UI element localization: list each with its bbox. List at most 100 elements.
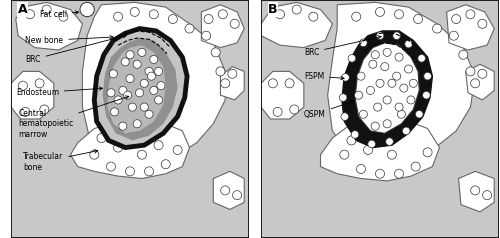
Circle shape [388,150,396,159]
Circle shape [97,134,106,143]
Circle shape [348,55,356,62]
Circle shape [161,160,170,169]
Circle shape [450,31,458,40]
Circle shape [398,110,406,118]
Circle shape [357,72,365,80]
Circle shape [121,58,130,66]
Polygon shape [11,71,54,119]
Circle shape [21,107,30,116]
Circle shape [119,122,127,130]
Polygon shape [466,64,494,100]
Polygon shape [102,38,178,140]
Circle shape [185,24,194,33]
Circle shape [459,50,468,59]
Circle shape [114,12,122,21]
Circle shape [470,186,480,195]
Circle shape [432,24,442,33]
Circle shape [418,55,426,62]
Circle shape [140,103,148,111]
Circle shape [150,55,158,64]
Circle shape [369,60,377,68]
Circle shape [482,191,492,200]
Circle shape [106,162,116,171]
Circle shape [376,7,384,16]
Circle shape [410,79,418,87]
Circle shape [395,53,403,61]
Polygon shape [202,5,244,48]
Circle shape [360,39,367,47]
Circle shape [466,67,475,76]
Circle shape [150,10,158,19]
Circle shape [368,140,376,148]
Circle shape [133,60,141,68]
Circle shape [230,19,239,28]
Circle shape [470,79,480,88]
Circle shape [407,96,415,104]
Circle shape [202,31,210,40]
Circle shape [388,79,396,87]
Circle shape [386,138,394,145]
Circle shape [356,164,366,174]
Circle shape [402,127,410,135]
Circle shape [138,48,146,56]
Circle shape [110,70,118,78]
Text: Central
hematopoietic
marrow: Central hematopoietic marrow [18,96,129,139]
Circle shape [380,63,389,71]
Circle shape [411,162,420,171]
Circle shape [276,10,284,19]
Circle shape [383,96,391,104]
Circle shape [140,79,148,87]
Text: A: A [18,3,28,16]
Circle shape [414,15,422,24]
Circle shape [268,79,278,88]
Text: B: B [268,3,278,16]
Circle shape [394,169,404,178]
Circle shape [211,48,220,57]
Polygon shape [446,5,494,50]
Polygon shape [342,31,432,148]
Circle shape [144,167,154,176]
Circle shape [376,32,384,40]
Circle shape [371,122,380,130]
Polygon shape [458,171,494,212]
Circle shape [478,19,487,28]
Circle shape [126,167,134,176]
Polygon shape [108,45,166,133]
Polygon shape [342,31,432,148]
Circle shape [128,103,136,111]
Circle shape [18,81,28,90]
Circle shape [26,10,35,19]
Circle shape [80,2,94,17]
Polygon shape [70,119,190,178]
Circle shape [392,72,400,80]
Polygon shape [328,2,475,167]
Text: New bone: New bone [26,35,113,45]
Circle shape [478,69,487,78]
Circle shape [290,105,299,114]
Circle shape [364,145,372,154]
Circle shape [220,186,230,195]
Circle shape [124,91,132,99]
Circle shape [423,148,432,157]
Circle shape [309,12,318,21]
Circle shape [133,120,141,128]
Circle shape [220,79,230,88]
Circle shape [347,136,356,145]
Circle shape [285,79,294,88]
Polygon shape [261,71,304,119]
Polygon shape [16,2,82,50]
Circle shape [394,10,404,19]
Polygon shape [261,0,499,238]
Text: BRC: BRC [304,36,381,57]
Circle shape [376,169,384,178]
Circle shape [228,69,237,78]
Circle shape [366,86,374,94]
Circle shape [110,108,118,116]
Circle shape [90,150,99,159]
Circle shape [400,84,408,92]
Circle shape [351,131,359,138]
Circle shape [383,48,391,56]
Circle shape [157,82,165,90]
Circle shape [154,141,163,150]
Circle shape [114,143,122,152]
